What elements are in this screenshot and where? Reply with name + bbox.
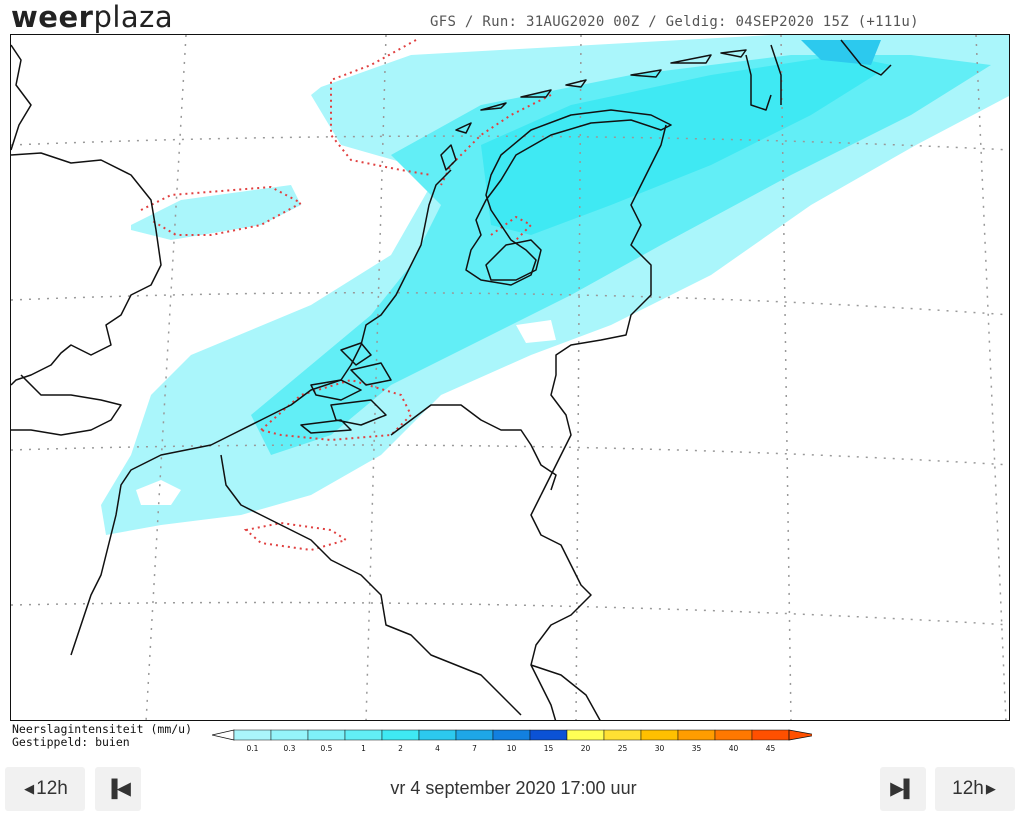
map-canvas	[11, 35, 1009, 720]
nl-de-border	[540, 124, 667, 496]
legend-tick-label: 40	[729, 744, 739, 753]
legend-swatch	[492, 729, 531, 741]
netherlands-coast	[70, 169, 452, 656]
legend-tick-label: 15	[544, 744, 554, 753]
run-info: GFS / Run: 31AUG2020 00Z / Geldig: 04SEP…	[430, 14, 919, 30]
legend-title: Neerslagintensiteit (mm/u) Gestippeld: b…	[12, 723, 192, 749]
shower-outlines	[140, 39, 552, 552]
weerplaza-logo: weerplaza	[11, 0, 174, 34]
de-east-coast	[770, 39, 892, 105]
flevoland	[485, 239, 542, 281]
triangle-left-icon: ◀	[24, 781, 35, 796]
valid-datetime: vr 4 september 2020 17:00 uur	[390, 778, 637, 798]
legend-tick-label: 20	[581, 744, 591, 753]
precipitation-map	[10, 34, 1010, 721]
legend-swatch	[418, 729, 457, 741]
legend-swatch	[307, 729, 346, 741]
legend-tick-label: 25	[618, 744, 628, 753]
legend-swatch	[270, 729, 309, 741]
wadden-islands	[440, 49, 747, 171]
legend-tick-label: 2	[398, 744, 403, 753]
legend-swatch	[233, 729, 272, 741]
legend-tick-label: 0.1	[247, 744, 259, 753]
precip-moderate	[251, 55, 991, 455]
forward-12h-button[interactable]: 12h ▶	[935, 767, 1015, 811]
legend-swatch	[344, 729, 383, 741]
legend-line2: Gestippeld: buien	[12, 735, 130, 749]
precipitation-field	[101, 35, 1009, 535]
be-nl-border	[390, 404, 557, 491]
precip-core	[801, 40, 881, 65]
ems-estuary	[745, 54, 772, 111]
legend-arrow-left	[212, 729, 235, 741]
legend-tick-label: 0.3	[284, 744, 296, 753]
legend-swatch	[529, 729, 568, 741]
legend-swatch	[677, 729, 716, 741]
precip-heavier	[481, 55, 891, 235]
legend-swatch	[751, 729, 790, 741]
be-de-lu-border	[530, 494, 601, 720]
legend-tick-label: 30	[655, 744, 665, 753]
legend-swatch	[455, 729, 494, 741]
legend-swatch	[714, 729, 753, 741]
skip-to-start-button[interactable]: ▐◀	[95, 767, 141, 811]
legend-tick-label: 45	[766, 744, 776, 753]
legend-swatch	[566, 729, 605, 741]
legend-tick-label: 7	[472, 744, 477, 753]
legend-line1: Neerslagintensiteit (mm/u)	[12, 722, 193, 736]
precip-legend-bar: 0.1 0.3 0.5 1 2 4 7 10 15 20 25 30 35 40 45	[212, 729, 812, 753]
triangle-right-icon: ▶	[985, 781, 996, 796]
legend-tick-label: 4	[435, 744, 440, 753]
navigation-bar: ◀ 12h ▐◀ vr 4 september 2020 17:00 uur ▶▌…	[0, 762, 1027, 813]
back-12h-button[interactable]: ◀ 12h	[5, 767, 85, 811]
legend-swatch	[381, 729, 420, 741]
skip-forward-icon: ▶▌	[890, 779, 916, 798]
legend-swatch	[640, 729, 679, 741]
legend-tick-label: 35	[692, 744, 702, 753]
precip-light-2	[131, 185, 301, 240]
england-coast	[11, 44, 162, 436]
dry-patch-1	[136, 480, 181, 505]
graticule	[11, 35, 1009, 720]
skip-back-icon: ▐◀	[105, 779, 131, 798]
legend-tick-label: 0.5	[321, 744, 333, 753]
legend-tick-label: 10	[507, 744, 517, 753]
skip-to-end-button[interactable]: ▶▌	[880, 767, 926, 811]
dry-patch-2	[516, 320, 556, 343]
coastlines-borders	[11, 39, 892, 720]
ijsselmeer	[465, 109, 672, 286]
legend-arrow-right	[788, 729, 812, 741]
legend-tick-label: 1	[361, 744, 366, 753]
zeeland-islands	[300, 342, 392, 434]
fr-be-border	[220, 454, 522, 716]
legend-swatch	[603, 729, 642, 741]
